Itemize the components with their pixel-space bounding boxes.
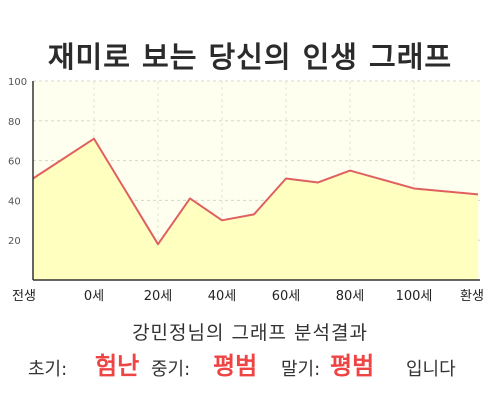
life-line xyxy=(32,137,479,246)
middle-label: 중기: xyxy=(151,359,191,380)
y-tick-label: 80 xyxy=(8,117,21,128)
x-tick-label: 100세 xyxy=(396,289,433,304)
y-tick-label: 60 xyxy=(8,157,21,168)
y-tick-label: 40 xyxy=(8,196,21,207)
late-value: 평범 xyxy=(330,352,375,380)
x-tick-label: 80세 xyxy=(336,289,365,304)
axes xyxy=(32,81,480,281)
result-suffix: 입니다 xyxy=(406,359,456,380)
y-tick-label: 100 xyxy=(8,77,27,88)
early-value: 험난 xyxy=(95,352,140,380)
middle-value: 평범 xyxy=(213,352,258,380)
y-tick-labels: 20 40 60 80 100 xyxy=(8,77,27,247)
page-title: 재미로 보는 당신의 인생 그래프 xyxy=(47,40,453,74)
x-tick-label: 환생 xyxy=(460,289,484,304)
y-tick-label: 20 xyxy=(8,236,21,247)
x-tick-label: 20세 xyxy=(144,289,173,304)
x-tick-label: 40세 xyxy=(208,289,237,304)
life-area xyxy=(33,138,478,280)
analysis-result: 초기: 험난 중기: 평범 말기: 평범 입니다 xyxy=(0,346,500,382)
late-label: 말기: xyxy=(281,359,321,380)
x-tick-label: 0세 xyxy=(84,289,104,304)
x-tick-label: 전생 xyxy=(12,289,36,304)
early-label: 초기: xyxy=(28,359,68,380)
analysis-caption: 강민정님의 그래프 분석결과 xyxy=(132,322,368,344)
x-tick-labels: 전생 0세 20세 40세 60세 80세 100세 환생 xyxy=(12,289,484,304)
x-tick-label: 60세 xyxy=(272,289,301,304)
